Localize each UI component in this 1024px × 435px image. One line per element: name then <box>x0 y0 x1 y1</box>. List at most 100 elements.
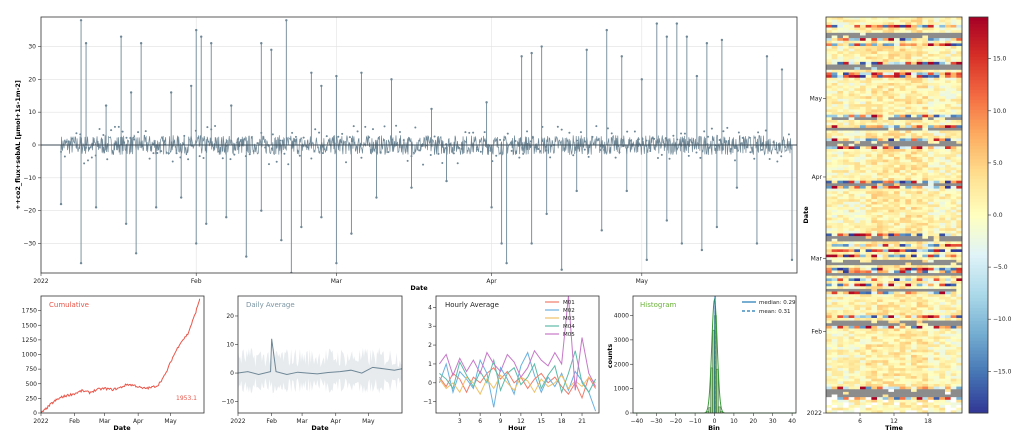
heatmap-cell <box>911 170 917 174</box>
heatmap-cell <box>854 217 861 221</box>
colorbar-segment <box>969 178 988 183</box>
heatmap-cell <box>939 294 946 298</box>
heatmap-cell <box>837 291 844 295</box>
heatmap-cell <box>882 370 889 374</box>
heatmap-cell <box>871 341 878 345</box>
main-spike-point <box>134 252 138 255</box>
heatmap-cell <box>882 376 889 379</box>
heatmap-cell <box>933 370 940 374</box>
heatmap-cell <box>865 135 872 139</box>
heatmap-cell <box>854 170 861 174</box>
heatmap-cell <box>854 246 861 250</box>
heatmap-cell <box>939 259 946 263</box>
daily-series <box>238 338 402 394</box>
heatmap-cell <box>911 410 917 414</box>
heatmap-cell <box>905 162 912 166</box>
heatmap-cell <box>848 378 855 382</box>
colorbar-segment <box>969 26 988 31</box>
heatmap-cell <box>933 386 940 390</box>
heatmap-cell <box>922 209 929 213</box>
heatmap-cell <box>894 389 900 393</box>
colorbar-segment <box>969 218 988 222</box>
heatmap-cell <box>950 288 957 292</box>
heatmap-cell <box>843 75 849 79</box>
heatmap-cell <box>911 27 917 31</box>
heatmap-cell <box>894 172 900 176</box>
heatmap-cell <box>837 370 844 374</box>
heatmap-cell <box>865 96 872 100</box>
heatmap-cell <box>826 389 832 393</box>
colorbar-segment <box>969 343 988 348</box>
heatmap-cell <box>877 230 883 234</box>
heatmap-cell <box>882 299 889 303</box>
heatmap-cell <box>950 109 957 113</box>
heatmap-cell <box>848 331 855 335</box>
heatmap-cell <box>928 90 934 94</box>
heatmap-cell <box>826 125 832 129</box>
heatmap-cell <box>916 119 923 123</box>
main-series-point <box>579 131 582 134</box>
heatmap-cell <box>933 185 940 189</box>
heatmap-cell <box>950 262 957 266</box>
heatmap-cell <box>894 30 900 34</box>
heatmap-cell <box>899 230 906 234</box>
heatmap-cell <box>911 331 917 335</box>
heatmap-cell <box>860 98 866 102</box>
heatmap-cell <box>899 257 906 261</box>
heatmap-cell <box>843 354 849 358</box>
heatmap-cell <box>871 135 878 139</box>
heatmap-cell <box>950 389 957 393</box>
heatmap-cell <box>956 315 963 319</box>
heatmap-cell <box>939 141 946 145</box>
heatmap-cell <box>899 196 906 200</box>
heatmap-cell <box>939 98 946 102</box>
heatmap-cell <box>956 53 963 57</box>
heatmap-cell <box>860 376 866 379</box>
heatmap-cell <box>916 362 923 366</box>
heatmap-cell <box>916 101 923 105</box>
heatmap-cell <box>894 22 900 26</box>
heatmap-cell <box>922 193 929 197</box>
heatmap-cell <box>888 270 895 274</box>
heatmap-cell <box>843 370 849 374</box>
heatmap-cell <box>956 370 963 374</box>
heatmap-cell <box>843 270 849 274</box>
heatmap-cell <box>899 133 906 137</box>
heatmap-cell <box>854 262 861 266</box>
heatmap-cell <box>933 317 940 321</box>
heatmap-cell <box>939 399 946 403</box>
heatmap-cell <box>826 88 832 92</box>
heatmap-cell <box>871 273 878 277</box>
heatmap-cell <box>939 96 946 100</box>
heatmap-cell <box>950 294 957 298</box>
heatmap-cell <box>888 149 895 152</box>
heatmap-cell <box>843 32 849 36</box>
heatmap-cell <box>882 146 889 150</box>
heatmap-cell <box>871 238 878 242</box>
main-spike-point <box>230 104 233 107</box>
heatmap-cell <box>911 207 917 211</box>
heatmap-cell <box>837 159 844 163</box>
heatmap-cell <box>843 259 849 263</box>
heatmap-panel: Date Time 6 12 182022FebMarAprMay15.010.05… <box>802 16 1012 432</box>
heatmap-cell <box>865 98 872 102</box>
heatmap-cell <box>939 125 946 129</box>
heatmap-cell <box>843 88 849 92</box>
heatmap-cell <box>899 336 906 340</box>
heatmap-cell <box>939 72 946 76</box>
heatmap-cell <box>843 101 849 105</box>
heatmap-cell <box>871 381 878 385</box>
heatmap-cell <box>916 410 923 414</box>
heatmap-cell <box>928 112 934 115</box>
main-series-point <box>264 146 267 149</box>
heatmap-cell <box>854 162 861 166</box>
heatmap-cell <box>882 138 889 142</box>
heatmap-cell <box>928 238 934 242</box>
heatmap-cell <box>894 48 900 52</box>
heatmap-cell <box>928 119 934 123</box>
heatmap-cell <box>871 265 878 269</box>
heatmap-cell <box>950 96 957 100</box>
heatmap-cell <box>916 185 923 189</box>
main-series-point <box>275 160 278 163</box>
